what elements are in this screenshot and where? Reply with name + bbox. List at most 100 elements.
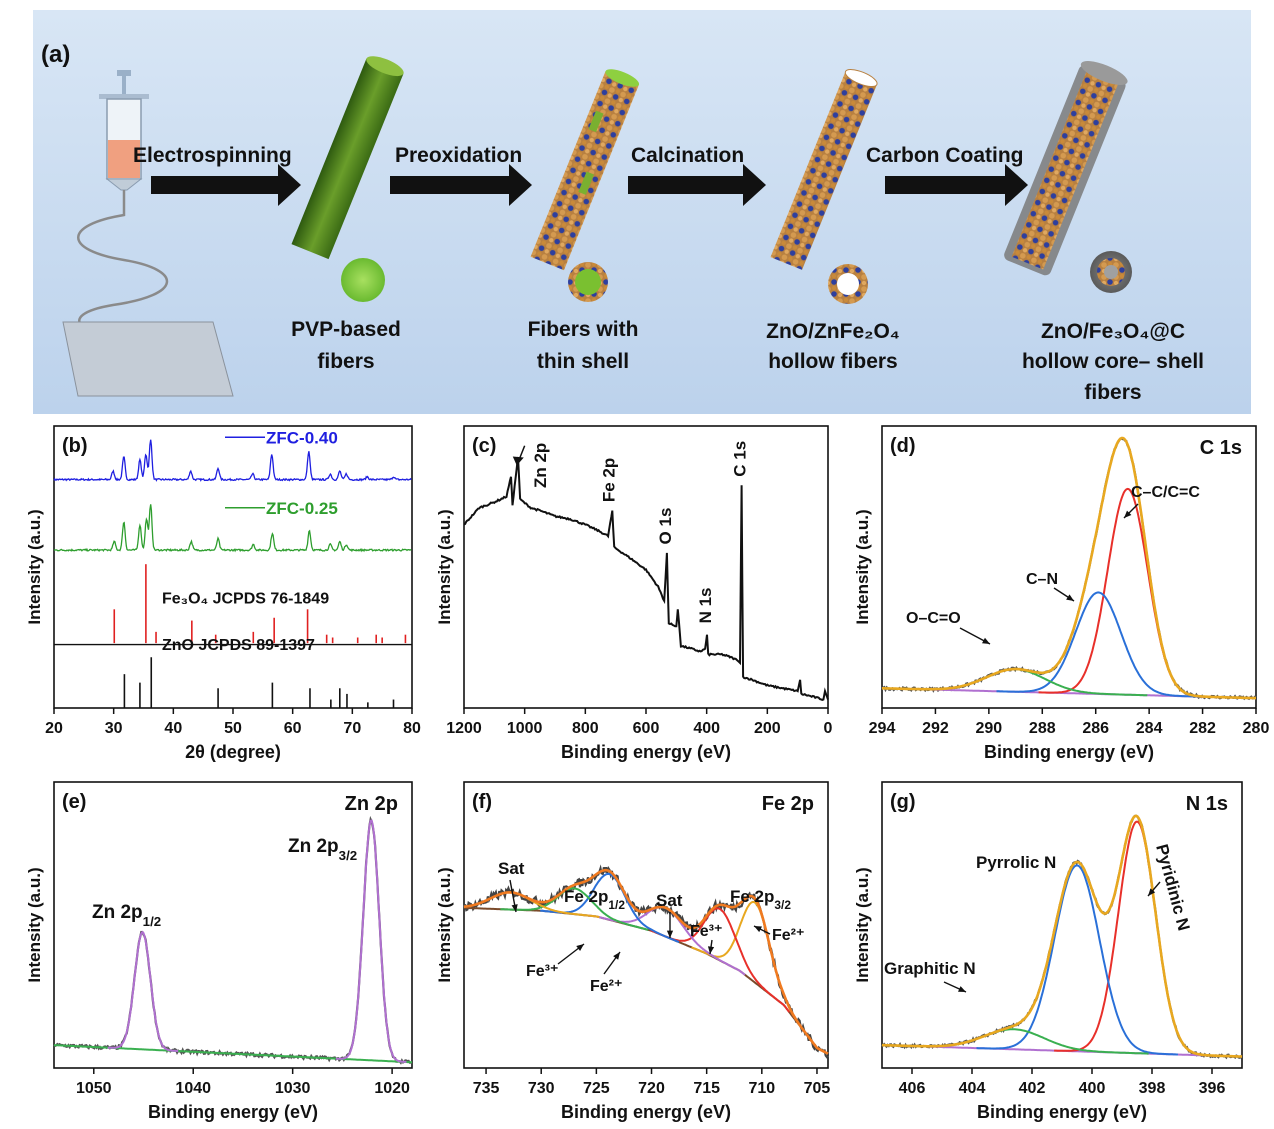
peak-label: Zn 2p1/2	[92, 902, 161, 929]
x-tick-label: 400	[1079, 1080, 1106, 1097]
x-tick-label: 282	[1189, 720, 1216, 737]
zn2p-chart-panel: 1050 1040 1030 1020 Binding energy (eV) (e) Zn…	[25, 781, 413, 1122]
x-tick-label: 404	[959, 1080, 986, 1097]
raw-data-line	[53, 815, 413, 1065]
x-axis-label: Binding energy (eV)	[561, 1102, 731, 1122]
y-axis-label: Intensity (a.u.)	[25, 509, 44, 624]
y-axis-label: Intensity (a.u.)	[853, 509, 872, 624]
peak-label: Fe³⁺	[526, 963, 558, 980]
x-tick-label: 288	[1029, 720, 1056, 737]
plot-frame	[463, 781, 829, 1069]
fit-envelope-line	[882, 436, 1256, 700]
fit-component-line	[335, 819, 407, 1063]
x-tick-label: 70	[343, 720, 361, 737]
hollow-cross-section-icon	[828, 264, 868, 304]
x-tick-label: 1020	[374, 1080, 410, 1097]
peak-label: C–N	[1026, 571, 1058, 588]
peak-label: Sat	[656, 891, 683, 910]
xrd-series-line	[53, 439, 412, 482]
x-axis-label: Binding energy (eV)	[984, 742, 1154, 762]
arrow-head-icon	[512, 456, 524, 466]
panel-label: (e)	[62, 791, 86, 813]
synthesis-scheme: (a) Electrospinning Preoxidation Calcina…	[33, 10, 1251, 414]
fit-component-line	[500, 887, 649, 931]
y-axis-label: Intensity (a.u.)	[435, 867, 454, 982]
panel-label: (b)	[62, 435, 88, 457]
x-axis-label: Binding energy (eV)	[561, 742, 731, 762]
product-3-line1: ZnO/ZnFe₂O₄	[766, 320, 900, 343]
peak-label: Sat	[498, 859, 525, 878]
arrow-head-icon	[511, 904, 518, 912]
xps-survey-chart-panel: 1200 1000 800 600 400 200 0 Binding energy (eV)…	[435, 425, 833, 762]
step-arrow-1	[151, 164, 301, 206]
x-tick-label: 730	[528, 1080, 555, 1097]
x-tick-label: 1030	[275, 1080, 311, 1097]
arrow-head-icon	[707, 946, 715, 954]
reference-label: Fe₃O₄ JCPDS 76-1849	[162, 591, 329, 608]
step-arrow-2	[390, 164, 532, 206]
arrow-head-icon	[1066, 594, 1074, 601]
fit-component-line	[976, 864, 1178, 1056]
peak-label: O 1s	[656, 508, 675, 545]
syringe-icon	[77, 70, 174, 347]
panel-title: C 1s	[1200, 437, 1242, 459]
plot-frame	[53, 425, 413, 709]
y-axis-label: Intensity (a.u.)	[25, 867, 44, 982]
arrow-head-icon	[666, 930, 674, 938]
step-arrow-4	[885, 164, 1028, 206]
survey-line	[463, 456, 829, 701]
x-tick-label: 800	[572, 720, 599, 737]
x-axis-label: 2θ (degree)	[185, 742, 281, 762]
panel-label: (c)	[472, 435, 496, 457]
x-tick-label: 290	[976, 720, 1003, 737]
hollow-fiber-icon	[770, 69, 878, 270]
fit-component-line	[1038, 487, 1218, 699]
x-tick-label: 200	[754, 720, 781, 737]
x-tick-label: 80	[403, 720, 421, 737]
arrow-head-icon	[982, 637, 990, 644]
x-tick-label: 50	[224, 720, 242, 737]
product-1-line1: PVP-based	[291, 318, 401, 341]
x-tick-label: 406	[899, 1080, 926, 1097]
x-tick-label: 30	[105, 720, 123, 737]
x-tick-label: 398	[1139, 1080, 1166, 1097]
arrow-head-icon	[1124, 510, 1132, 518]
panel-title: Fe 2p	[762, 793, 814, 815]
product-2-line1: Fibers with	[528, 318, 639, 341]
panel-title: N 1s	[1186, 793, 1228, 815]
step-label-electrospinning: Electrospinning	[133, 144, 292, 167]
arrow-head-icon	[613, 952, 620, 960]
peak-label: Fe 2p	[599, 458, 618, 502]
pvp-fiber-icon	[291, 56, 404, 260]
peak-label: Pyridinic N	[1152, 842, 1193, 933]
panel-label: (f)	[472, 791, 492, 813]
raw-data-line	[881, 437, 1257, 701]
x-axis-label: Binding energy (eV)	[148, 1102, 318, 1122]
fe2p-chart-panel: 735 730 725 720 715 710 705 Binding energy (eV)…	[435, 781, 831, 1122]
peak-label: Fe³⁺	[690, 923, 722, 940]
peak-label: Pyrrolic N	[976, 853, 1056, 872]
x-tick-label: 284	[1136, 720, 1163, 737]
arrow-head-icon	[576, 944, 584, 951]
peak-label: Zn 2p3/2	[288, 836, 357, 863]
x-axis-label: Binding energy (eV)	[977, 1102, 1147, 1122]
step-label-calcination: Calcination	[631, 144, 744, 167]
x-tick-label: 705	[804, 1080, 831, 1097]
peak-label: O–C=O	[906, 610, 961, 627]
reference-label: ZnO JCPDS 89-1397	[162, 637, 315, 654]
legend-label: ZFC-0.40	[266, 428, 338, 447]
x-tick-label: 1040	[175, 1080, 211, 1097]
x-tick-label: 715	[693, 1080, 720, 1097]
peak-label: Zn 2p	[531, 443, 550, 488]
n1s-chart-panel: 406 404 402 400 398 396 Binding energy (eV) Int…	[853, 781, 1243, 1122]
pvp-cross-section-icon	[341, 258, 385, 302]
panel-label-a: (a)	[41, 41, 70, 68]
x-tick-label: 735	[473, 1080, 500, 1097]
x-tick-label: 1200	[446, 720, 482, 737]
panel-label: (g)	[890, 791, 916, 813]
product-4-line1: ZnO/Fe₃O₄@C	[1041, 320, 1185, 343]
thin-shell-cross-section-icon	[568, 262, 608, 302]
peak-label: Fe²⁺	[772, 927, 804, 944]
core-shell-fiber-icon	[1004, 61, 1128, 276]
x-tick-label: 60	[284, 720, 302, 737]
